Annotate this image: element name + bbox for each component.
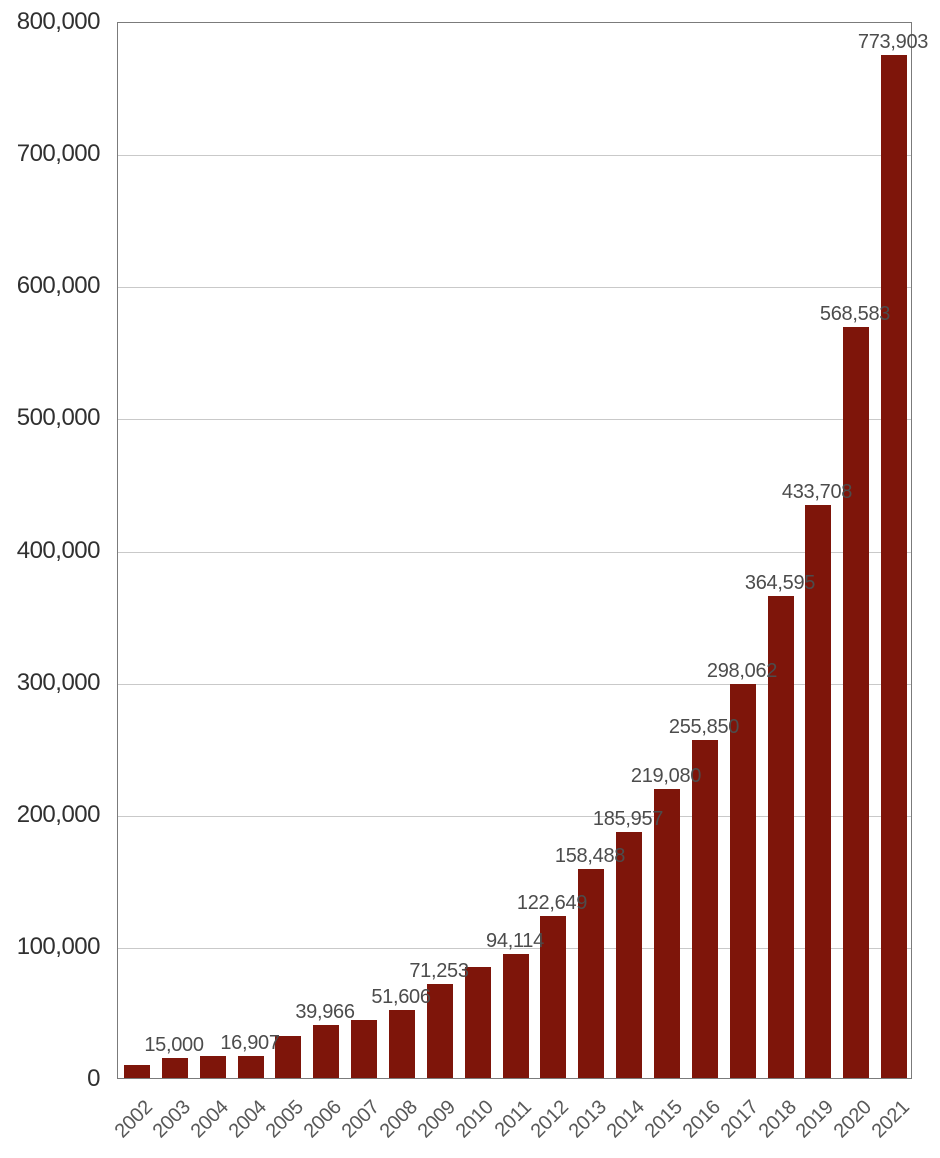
gridline <box>118 552 911 553</box>
bar-2008-7 <box>389 1010 415 1078</box>
plot-area <box>117 22 912 1079</box>
bar-2020-19 <box>843 327 869 1078</box>
bar-2003-1 <box>162 1058 188 1078</box>
bar-2004-3 <box>238 1056 264 1078</box>
bar-2021-20 <box>881 55 907 1078</box>
bar-value-label: 185,957 <box>592 808 664 830</box>
bar-value-label: 433,708 <box>781 481 853 503</box>
bar-value-label: 568,583 <box>819 303 891 325</box>
y-axis-tick-label: 100,000 <box>16 933 101 960</box>
bar-value-label: 219,080 <box>630 765 702 787</box>
y-axis-tick-label: 600,000 <box>16 272 101 299</box>
bar-2006-5 <box>313 1025 339 1078</box>
bar-2017-16 <box>730 684 756 1078</box>
y-axis-tick-label: 0 <box>87 1065 100 1092</box>
bar-2012-11 <box>540 916 566 1078</box>
bar-2019-18 <box>805 505 831 1078</box>
bar-value-label: 773,903 <box>857 31 929 53</box>
bar-value-label: 51,606 <box>371 986 431 1008</box>
bar-2004-2 <box>200 1056 226 1078</box>
bar-value-label: 39,966 <box>295 1001 355 1023</box>
y-axis-tick-label: 500,000 <box>16 404 101 431</box>
bar-value-label: 364,595 <box>744 572 816 594</box>
bar-value-label: 158,488 <box>554 845 626 867</box>
gridline <box>118 419 911 420</box>
y-axis-tick-label: 700,000 <box>16 140 101 167</box>
bar-value-label: 122,649 <box>516 892 588 914</box>
bar-2007-6 <box>351 1020 377 1078</box>
bar-value-label: 298,062 <box>706 660 778 682</box>
bar-2011-10 <box>503 954 529 1078</box>
bar-value-label: 255,850 <box>668 716 740 738</box>
gridline <box>118 287 911 288</box>
y-axis-tick-label: 200,000 <box>16 801 101 828</box>
bar-2010-9 <box>465 967 491 1078</box>
gridline <box>118 816 911 817</box>
bar-2014-13 <box>616 832 642 1078</box>
gridline <box>118 155 911 156</box>
bar-2018-17 <box>768 596 794 1078</box>
bar-2015-14 <box>654 789 680 1078</box>
bar-2002-0 <box>124 1065 150 1078</box>
bar-value-label: 15,000 <box>144 1034 204 1056</box>
gridline <box>118 684 911 685</box>
bar-value-label: 71,253 <box>409 960 469 982</box>
bar-value-label: 16,907 <box>220 1032 280 1054</box>
bar-2009-8 <box>427 984 453 1078</box>
bar-2013-12 <box>578 869 604 1078</box>
y-axis-tick-label: 300,000 <box>16 669 101 696</box>
bar-2016-15 <box>692 740 718 1078</box>
gridline <box>118 948 911 949</box>
bar-2005-4 <box>275 1036 301 1078</box>
y-axis-tick-label: 400,000 <box>16 537 101 564</box>
y-axis-tick-label: 800,000 <box>16 8 101 35</box>
bar-value-label: 94,114 <box>486 930 544 952</box>
